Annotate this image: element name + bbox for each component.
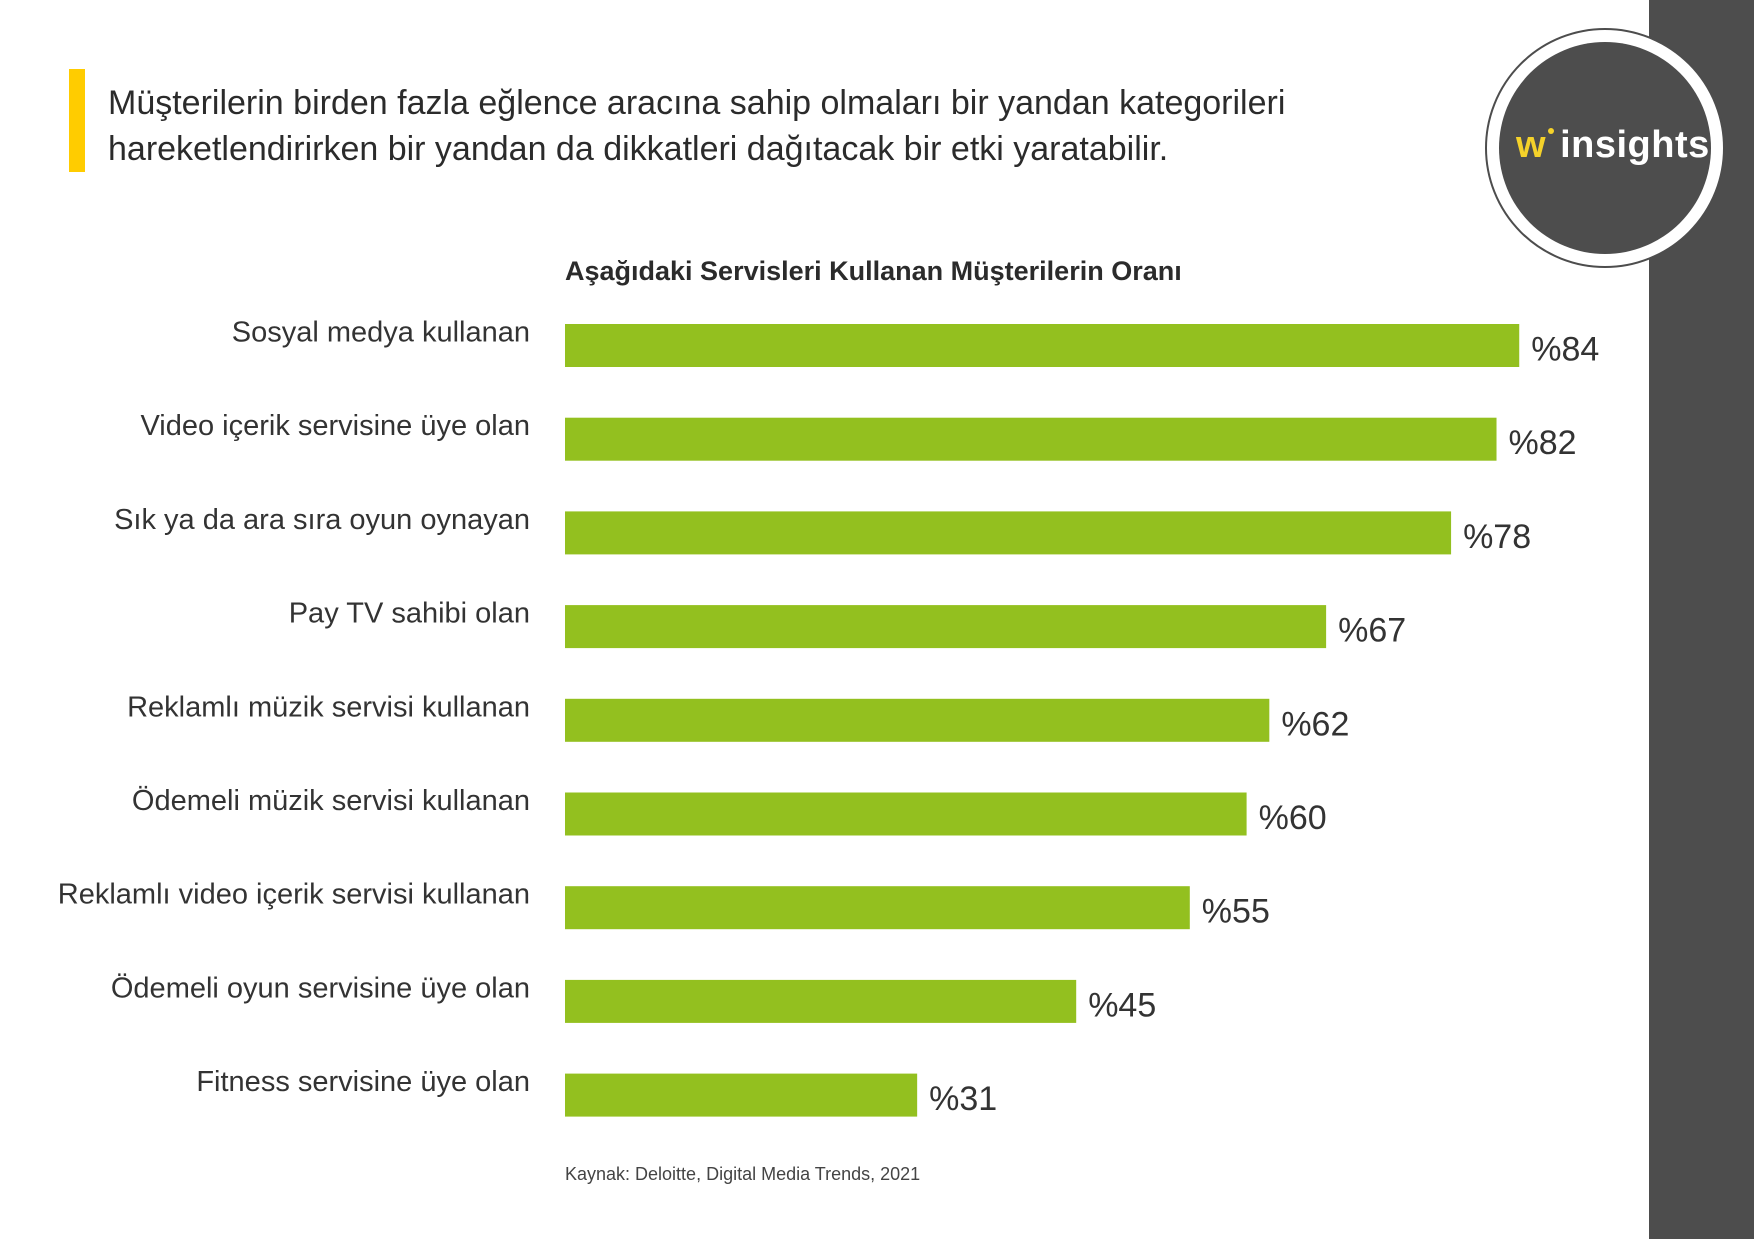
bar	[565, 324, 1520, 367]
value-label: %60	[1259, 799, 1327, 837]
value-label: %84	[1531, 331, 1599, 369]
bar	[565, 792, 1247, 836]
bar	[565, 417, 1497, 461]
logo-dot	[1548, 128, 1555, 134]
headline-accent-bar	[69, 69, 85, 172]
chart-title: Aşağıdaki Servisleri Kullanan Müşteriler…	[565, 256, 1182, 286]
value-label: %82	[1509, 424, 1577, 462]
value-label: %45	[1088, 986, 1156, 1024]
logo-disc	[1499, 42, 1711, 254]
bar	[565, 698, 1270, 742]
logo-w: w	[1516, 124, 1547, 166]
category-label: Ödemeli müzik servisi kullanan	[132, 785, 530, 817]
value-label: %67	[1338, 612, 1406, 650]
source-note: Kaynak: Deloitte, Digital Media Trends, …	[565, 1164, 921, 1184]
category-label: Ödemeli oyun servisine üye olan	[111, 972, 530, 1004]
bar	[565, 979, 1077, 1023]
bar	[565, 511, 1452, 555]
category-label: Sık ya da ara sıra oyun oynayan	[114, 504, 530, 536]
bar	[565, 605, 1327, 649]
value-label: %62	[1281, 705, 1349, 743]
logo-text: insights	[1560, 124, 1710, 166]
value-label: %78	[1463, 518, 1531, 556]
winsights-logo: w insights	[1516, 124, 1710, 167]
bar	[565, 886, 1190, 930]
category-label: Reklamlı video içerik servisi kullanan	[58, 879, 530, 911]
category-label: Video içerik servisine üye olan	[140, 410, 530, 442]
value-label: %55	[1202, 893, 1270, 931]
category-label: Pay TV sahibi olan	[289, 598, 530, 630]
bar	[565, 1073, 918, 1117]
category-label: Reklamlı müzik servisi kullanan	[127, 691, 530, 723]
category-label: Fitness servisine üye olan	[196, 1066, 530, 1098]
category-label: Sosyal medya kullanan	[232, 317, 530, 349]
value-label: %31	[929, 1080, 997, 1118]
headline: Müşterilerin birden fazla eğlence aracın…	[108, 84, 1286, 168]
